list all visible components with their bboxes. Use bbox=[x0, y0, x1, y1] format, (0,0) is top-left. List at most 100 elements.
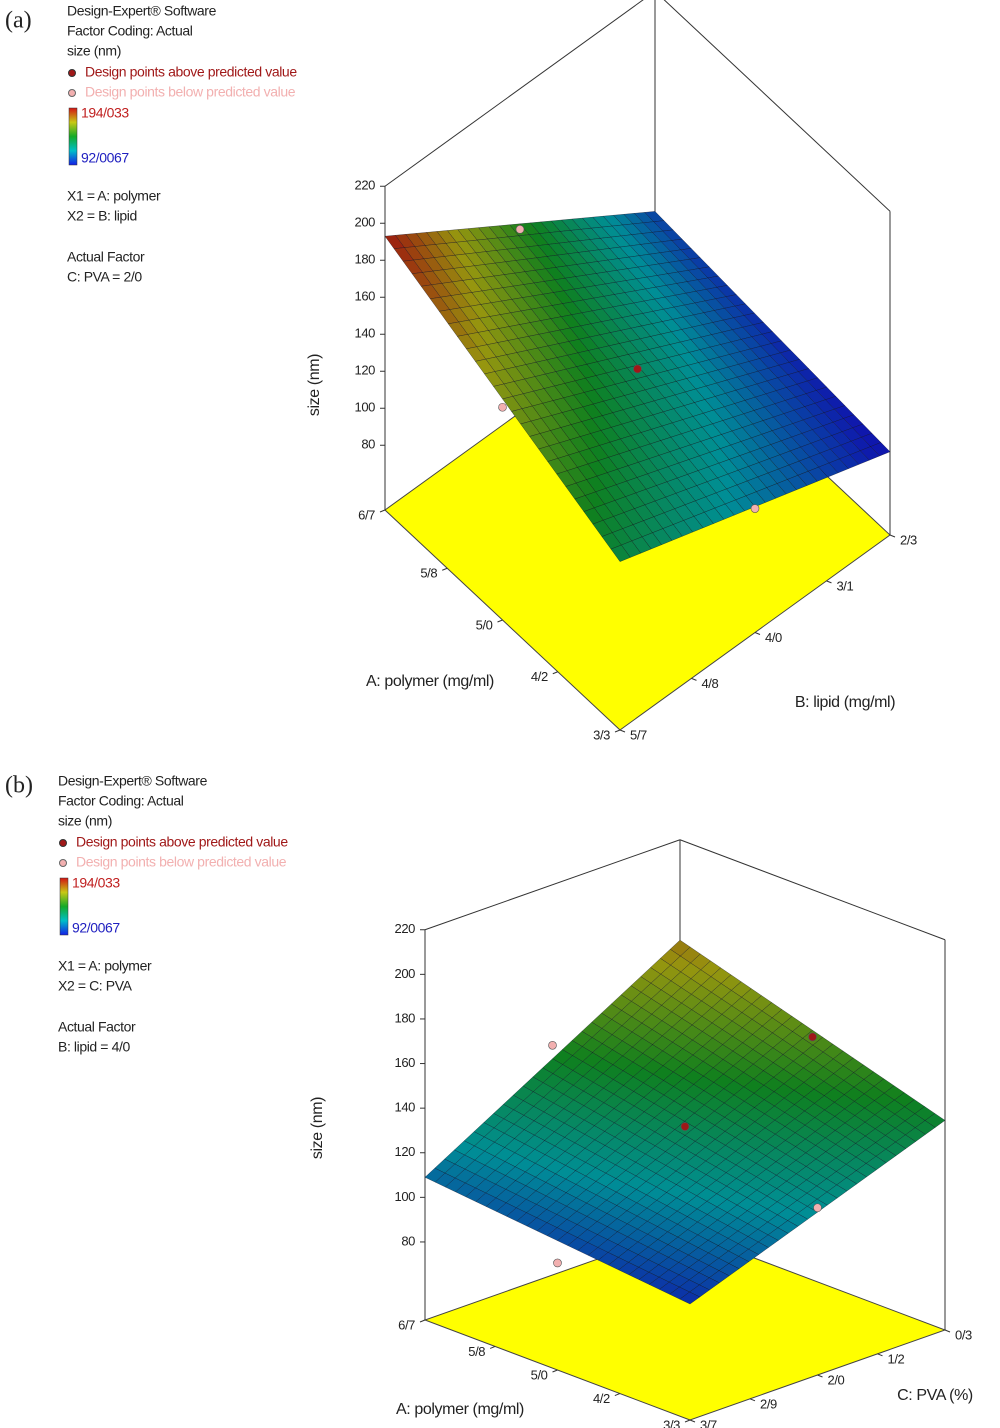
actual-factor-text: Actual Factor bbox=[67, 249, 145, 265]
z-tick-label: 160 bbox=[395, 1055, 416, 1070]
y-tick-label: 1/2 bbox=[888, 1351, 905, 1366]
x-tick-label: 5/8 bbox=[420, 566, 437, 581]
y-tick-label: 4/8 bbox=[701, 676, 718, 691]
y-tick bbox=[749, 1398, 756, 1402]
actual-factor-text: B: lipid = 4/0 bbox=[58, 1039, 130, 1055]
factor-text: X2 = B: lipid bbox=[67, 208, 137, 224]
x-tick-label: 3/3 bbox=[593, 727, 610, 742]
design-point bbox=[750, 504, 760, 513]
x-tick-label: 5/8 bbox=[468, 1344, 485, 1359]
y-tick-label: 4/0 bbox=[765, 630, 782, 645]
box-edge bbox=[663, 0, 891, 212]
z-tick-label: 200 bbox=[355, 215, 376, 230]
y-axis-label: B: lipid (mg/ml) bbox=[795, 694, 895, 711]
x-tick bbox=[614, 729, 621, 733]
box-edge bbox=[679, 839, 946, 941]
x-tick bbox=[684, 1419, 691, 1423]
legend-marker-above bbox=[68, 69, 76, 77]
z-tick-label: 100 bbox=[395, 1189, 416, 1204]
y-tick bbox=[691, 677, 697, 681]
y-tick bbox=[826, 580, 832, 584]
design-point bbox=[808, 1032, 817, 1042]
legend-below: Design points below predicted value bbox=[76, 854, 287, 870]
legend-above: Design points above predicted value bbox=[76, 834, 288, 850]
design-point bbox=[515, 225, 525, 234]
z-tick-label: 220 bbox=[395, 921, 416, 936]
y-tick bbox=[689, 1419, 696, 1423]
z-tick-label: 200 bbox=[395, 966, 416, 981]
design-point bbox=[813, 1203, 822, 1213]
x-tick bbox=[552, 1369, 558, 1373]
design-point bbox=[553, 1258, 562, 1268]
colorbar-label: 194/033 bbox=[81, 105, 129, 121]
x-tick bbox=[379, 509, 386, 513]
y-tick-label: 2/9 bbox=[760, 1396, 777, 1411]
factor-text: X1 = A: polymer bbox=[58, 958, 152, 974]
x-axis-label: A: polymer (mg/ml) bbox=[366, 673, 494, 690]
x-tick bbox=[419, 1319, 426, 1323]
legend-above: Design points above predicted value bbox=[85, 64, 297, 80]
y-tick bbox=[889, 534, 896, 538]
z-tick-label: 180 bbox=[355, 252, 376, 267]
x-tick bbox=[552, 671, 558, 675]
z-tick-label: 180 bbox=[395, 1010, 416, 1025]
x-tick-label: 5/0 bbox=[531, 1367, 548, 1382]
x-tick-label: 3/3 bbox=[663, 1417, 680, 1428]
legend-marker-above bbox=[59, 839, 67, 847]
design-point bbox=[498, 402, 507, 412]
z-tick-label: 120 bbox=[395, 1144, 416, 1159]
box-edge bbox=[424, 839, 681, 931]
z-tick-label: 140 bbox=[355, 326, 376, 341]
z-tick-label: 120 bbox=[355, 363, 376, 378]
x-axis-label: A: polymer (mg/ml) bbox=[396, 1401, 524, 1418]
y-axis-label: C: PVA (%) bbox=[897, 1387, 973, 1404]
design-point bbox=[548, 1041, 557, 1050]
panel-label: (a) bbox=[5, 8, 32, 34]
x-tick-label: 6/7 bbox=[398, 1317, 415, 1332]
y-tick bbox=[944, 1329, 951, 1333]
y-tick-label: 2/0 bbox=[828, 1372, 845, 1387]
z-tick-label: 220 bbox=[355, 178, 376, 193]
factor-text: X2 = C: PVA bbox=[58, 978, 133, 994]
y-tick-label: 3/7 bbox=[700, 1417, 717, 1428]
surface-cell bbox=[679, 1291, 701, 1305]
x-tick bbox=[614, 1393, 621, 1396]
legend-header: size (nm) bbox=[67, 43, 121, 59]
colorbar-label: 92/0067 bbox=[72, 920, 120, 936]
y-tick-label: 3/1 bbox=[836, 578, 853, 593]
panel-label: (b) bbox=[5, 773, 33, 799]
legend-marker-below bbox=[68, 89, 76, 97]
legend-header: Factor Coding: Actual bbox=[67, 23, 193, 39]
design-point bbox=[633, 364, 642, 374]
actual-factor-text: C: PVA = 2/0 bbox=[67, 269, 142, 285]
z-tick-label: 80 bbox=[361, 437, 375, 452]
colorbar-label: 92/0067 bbox=[81, 150, 129, 166]
y-tick-label: 5/7 bbox=[630, 727, 647, 742]
z-tick-label: 100 bbox=[355, 400, 376, 415]
x-tick-label: 5/0 bbox=[476, 617, 493, 632]
x-tick bbox=[497, 619, 503, 623]
actual-factor-text: Actual Factor bbox=[58, 1019, 136, 1035]
legend-header: Design-Expert® Software bbox=[58, 773, 208, 789]
legend-header: Factor Coding: Actual bbox=[58, 793, 184, 809]
legend-marker-below bbox=[59, 859, 67, 867]
z-tick-label: 140 bbox=[395, 1100, 416, 1115]
x-tick-label: 6/7 bbox=[358, 507, 375, 522]
colorbar bbox=[59, 877, 69, 936]
design-point bbox=[680, 1122, 690, 1131]
legend-header: Design-Expert® Software bbox=[67, 3, 217, 19]
colorbar-label: 194/033 bbox=[72, 875, 120, 891]
z-axis-label: size (nm) bbox=[309, 1097, 326, 1159]
y-tick bbox=[754, 632, 761, 635]
y-tick bbox=[877, 1353, 883, 1357]
x-tick bbox=[489, 1346, 496, 1349]
z-axis-label: size (nm) bbox=[306, 354, 323, 416]
y-tick-label: 0/3 bbox=[955, 1327, 972, 1342]
z-tick-label: 160 bbox=[355, 289, 376, 304]
x-tick bbox=[442, 567, 448, 571]
factor-text: X1 = A: polymer bbox=[67, 188, 161, 204]
legend-below: Design points below predicted value bbox=[85, 84, 296, 100]
surface-cell bbox=[610, 544, 631, 562]
colorbar bbox=[68, 107, 78, 166]
